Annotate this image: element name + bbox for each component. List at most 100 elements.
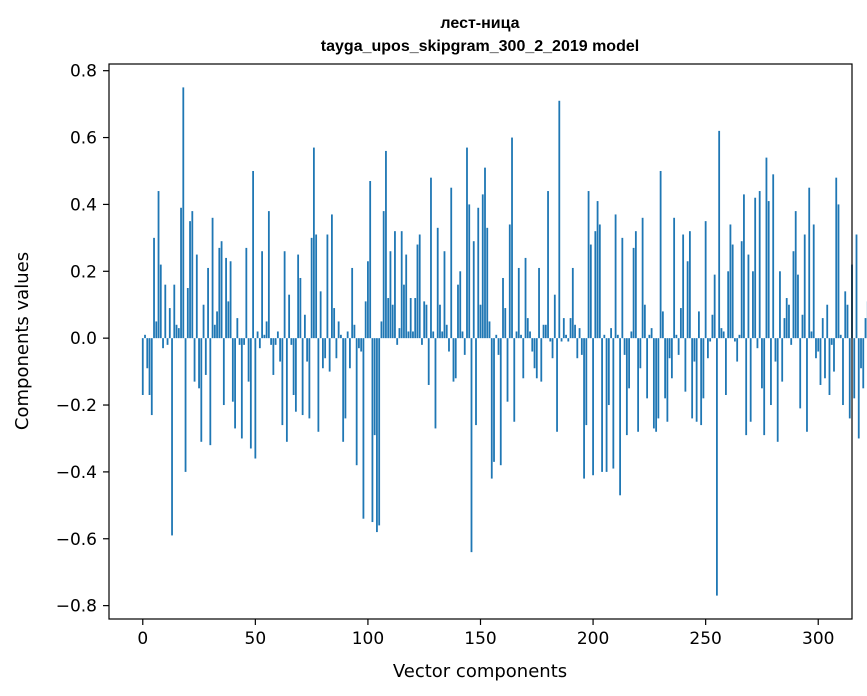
bar-65 xyxy=(288,294,291,339)
bar-52 xyxy=(258,338,261,349)
bar-series xyxy=(141,87,867,596)
bar-12 xyxy=(168,308,171,339)
bar-209 xyxy=(612,338,615,469)
bar-244 xyxy=(691,338,694,419)
bar-309 xyxy=(837,204,840,339)
bar-248 xyxy=(700,338,703,426)
bar-268 xyxy=(745,338,748,436)
bar-280 xyxy=(772,174,775,339)
bar-100 xyxy=(367,261,369,339)
bar-306 xyxy=(830,338,833,345)
bar-121 xyxy=(414,298,417,339)
bar-127 xyxy=(427,338,430,385)
bar-218 xyxy=(632,247,635,339)
bar-223 xyxy=(643,304,646,339)
bar-275 xyxy=(761,338,763,389)
bar-53 xyxy=(261,251,263,339)
bar-29 xyxy=(207,267,209,339)
bar-109 xyxy=(387,298,390,339)
y-tick-label: 0.2 xyxy=(70,262,97,282)
bar-250 xyxy=(704,221,707,339)
bar-164 xyxy=(511,137,513,339)
bar-295 xyxy=(806,338,808,432)
bar-269 xyxy=(747,254,750,339)
bar-160 xyxy=(502,277,504,339)
bar-158 xyxy=(497,338,500,355)
bar-320 xyxy=(862,338,865,389)
bar-75 xyxy=(310,237,313,339)
bar-111 xyxy=(391,304,394,339)
y-tick-label: 0.0 xyxy=(70,329,97,349)
bar-235 xyxy=(670,338,673,379)
bar-146 xyxy=(470,338,473,553)
bar-222 xyxy=(641,217,644,339)
bar-117 xyxy=(405,254,408,339)
bar-33 xyxy=(216,311,218,339)
bar-120 xyxy=(412,331,414,339)
bar-91 xyxy=(346,331,349,339)
bar-173 xyxy=(531,338,534,352)
bar-61 xyxy=(279,338,282,362)
bar-188 xyxy=(565,334,567,339)
bar-28 xyxy=(204,338,207,375)
bar-311 xyxy=(842,338,844,406)
bar-238 xyxy=(677,338,680,355)
bar-178 xyxy=(542,324,545,339)
bar-63 xyxy=(283,251,286,339)
bar-74 xyxy=(308,338,311,419)
bar-197 xyxy=(585,338,588,426)
bar-25 xyxy=(198,338,200,389)
bar-19 xyxy=(184,338,187,472)
bar-27 xyxy=(202,304,205,339)
bar-287 xyxy=(788,304,790,339)
bar-307 xyxy=(833,338,835,372)
bar-171 xyxy=(526,318,529,339)
x-tick-label: 0 xyxy=(137,629,148,649)
bar-267 xyxy=(743,194,745,339)
bar-191 xyxy=(571,267,574,339)
bar-47 xyxy=(247,338,250,382)
bar-318 xyxy=(857,338,860,439)
chart-title: лест-ница xyxy=(440,15,519,32)
bar-263 xyxy=(734,338,736,342)
bar-60 xyxy=(276,331,279,339)
bar-239 xyxy=(679,308,682,339)
bar-131 xyxy=(436,227,439,339)
bar-4 xyxy=(150,338,153,416)
bar-262 xyxy=(731,244,734,339)
bar-56 xyxy=(267,211,270,339)
y-tick-label: −0.6 xyxy=(56,530,97,550)
bar-14 xyxy=(173,284,176,339)
bar-82 xyxy=(326,234,329,339)
bar-317 xyxy=(855,234,858,339)
bar-195 xyxy=(580,338,583,355)
bar-228 xyxy=(655,338,658,432)
bar-73 xyxy=(306,338,309,362)
bar-185 xyxy=(558,100,561,339)
bar-31 xyxy=(211,217,214,339)
bar-187 xyxy=(562,318,565,339)
bar-143 xyxy=(463,338,466,355)
bar-37 xyxy=(225,257,227,339)
x-axis-ticks: 0 50 100 150 200 250 300 xyxy=(137,619,834,649)
bar-159 xyxy=(499,338,502,466)
bar-252 xyxy=(709,338,712,342)
bar-253 xyxy=(711,314,714,339)
bar-219 xyxy=(634,231,637,339)
bar-18 xyxy=(182,87,185,339)
bar-284 xyxy=(781,338,784,382)
bar-208 xyxy=(610,328,612,339)
bar-69 xyxy=(297,254,300,339)
bar-95 xyxy=(355,338,358,466)
bar-193 xyxy=(576,338,579,359)
bar-50 xyxy=(254,338,257,459)
bar-122 xyxy=(416,244,419,339)
bar-118 xyxy=(407,331,410,339)
bar-49 xyxy=(252,170,254,339)
bar-264 xyxy=(736,338,739,362)
bar-274 xyxy=(758,191,761,339)
bar-261 xyxy=(729,224,732,339)
bar-220 xyxy=(637,338,640,432)
bar-46 xyxy=(245,247,248,339)
bar-321 xyxy=(864,318,867,339)
